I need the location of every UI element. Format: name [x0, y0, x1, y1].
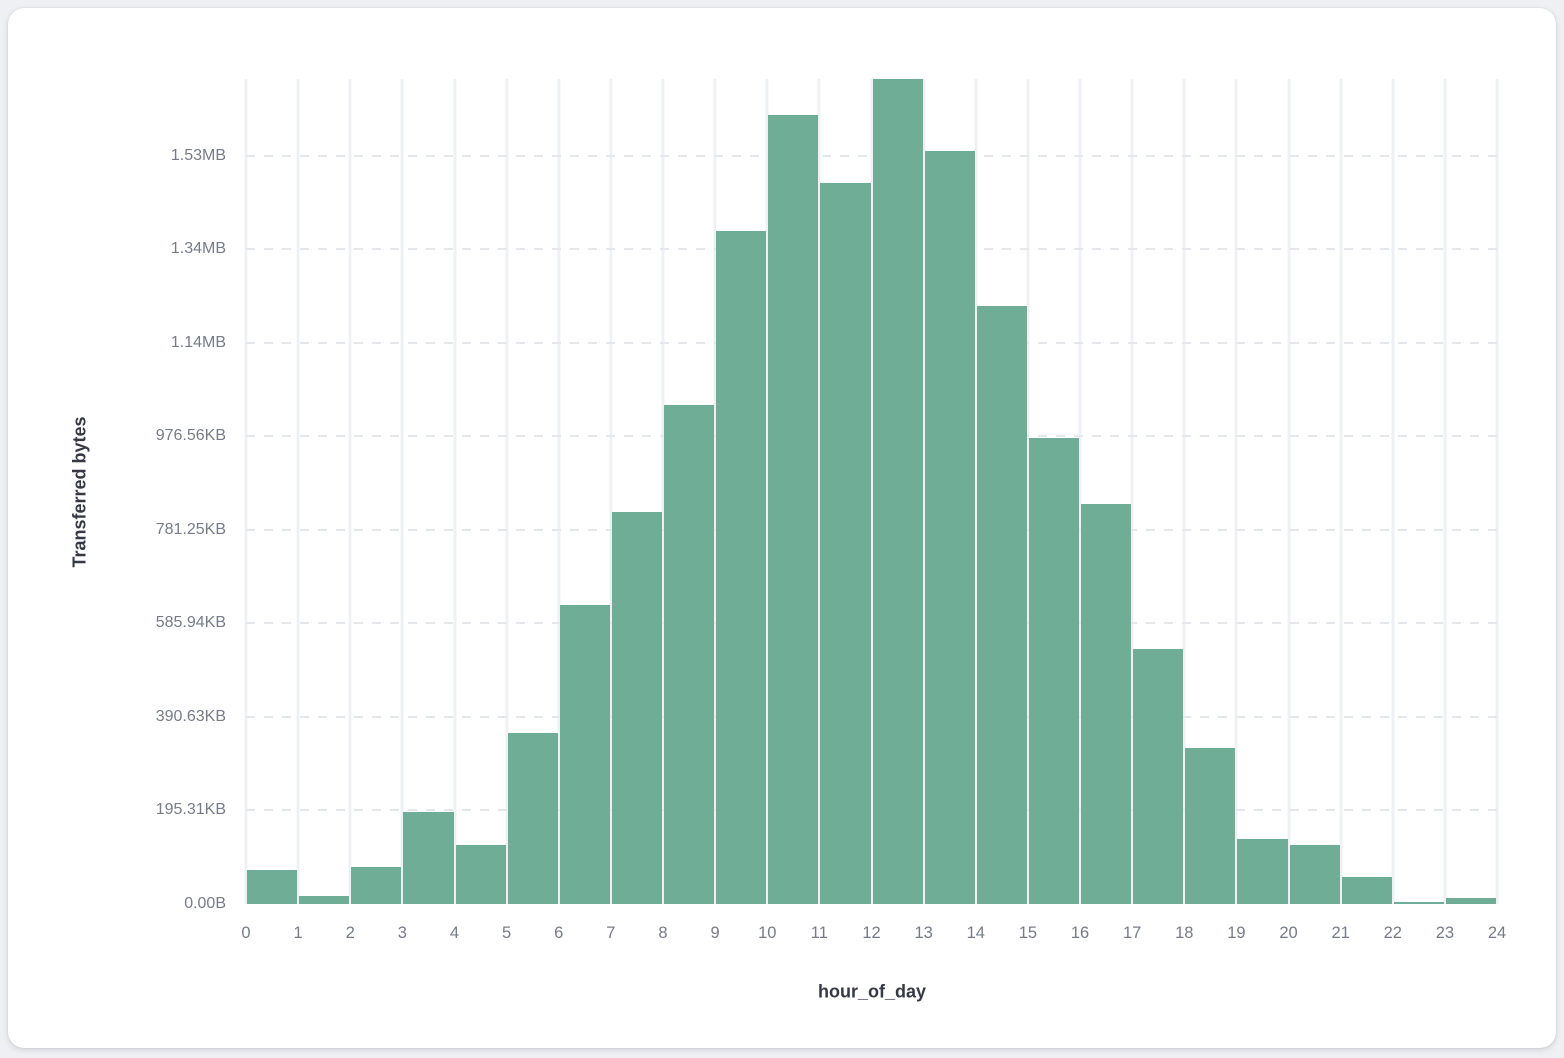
- vertical-gridline: [348, 79, 352, 904]
- horizontal-gridline: [246, 341, 1497, 344]
- vertical-gridline: [400, 79, 404, 904]
- chart-card: Transferred bytes 0.00B 195.31KB 390.63KB 5…: [8, 8, 1556, 1048]
- vertical-gridline: [244, 79, 248, 904]
- horizontal-gridline: [246, 622, 1497, 625]
- horizontal-gridline: [246, 248, 1497, 251]
- x-tick-label: 16: [1070, 924, 1090, 942]
- bar-hour-12[interactable]: [872, 79, 924, 904]
- horizontal-gridline: [246, 528, 1497, 531]
- x-axis-tick-labels: 0 1 2 3 4 5 6 7 8 9 10 11 12 13 14 15 16 17 18 19 20 21 22 23 24: [241, 917, 1506, 949]
- x-tick-label: 13: [914, 924, 933, 942]
- vertical-gridline: [974, 79, 978, 904]
- y-tick-label: 1.14MB: [170, 333, 226, 351]
- bar-hour-20[interactable]: [1289, 845, 1341, 904]
- vertical-gridline: [765, 79, 769, 904]
- x-tick-label: 11: [810, 924, 828, 942]
- bar-hour-10[interactable]: [767, 115, 819, 904]
- vertical-gridline: [1495, 79, 1499, 904]
- vertical-gridline: [296, 79, 300, 904]
- bar-hour-13[interactable]: [924, 150, 976, 904]
- x-tick-label: 1: [293, 924, 303, 942]
- bar-hour-11[interactable]: [819, 183, 871, 904]
- x-tick-label: 21: [1331, 924, 1350, 942]
- horizontal-gridline: [246, 809, 1497, 812]
- x-tick-label: 20: [1279, 924, 1298, 942]
- x-tick-label: 17: [1122, 924, 1142, 942]
- vertical-gridline: [817, 79, 821, 904]
- bar-hour-0[interactable]: [246, 870, 298, 904]
- y-tick-label: 195.31KB: [155, 801, 226, 819]
- y-tick-label: 390.63KB: [155, 707, 226, 725]
- x-axis-title: hour_of_day: [817, 981, 927, 1002]
- vertical-gridline: [557, 79, 561, 904]
- vertical-gridline: [1234, 79, 1238, 904]
- vertical-gridline: [922, 79, 926, 904]
- vertical-gridline: [661, 79, 665, 904]
- vertical-gridline: [713, 79, 717, 904]
- bar-hour-14[interactable]: [976, 306, 1028, 904]
- vertical-gridline: [870, 79, 873, 904]
- horizontal-gridline: [246, 715, 1497, 718]
- x-tick-label: 12: [862, 924, 881, 942]
- x-tick-label: 15: [1018, 924, 1038, 942]
- y-axis-tick-labels: 0.00B 195.31KB 390.63KB 585.94KB 781.25KB 976…: [8, 79, 226, 911]
- x-tick-label: 5: [502, 924, 512, 942]
- bar-hour-17[interactable]: [1132, 649, 1184, 904]
- y-tick-label: 1.34MB: [170, 240, 226, 258]
- x-tick-label: 10: [758, 924, 777, 942]
- bar-hour-5[interactable]: [507, 733, 559, 904]
- y-tick-label: 781.25KB: [155, 520, 226, 538]
- bar-hour-18[interactable]: [1184, 748, 1236, 904]
- bar-hour-8[interactable]: [663, 404, 715, 904]
- vertical-gridline: [609, 79, 613, 904]
- y-tick-label: 0.00B: [184, 895, 226, 912]
- bar-hour-22[interactable]: [1393, 902, 1445, 904]
- horizontal-gridline: [246, 435, 1497, 438]
- x-tick-label: 2: [345, 924, 355, 942]
- x-tick-label: 4: [449, 924, 460, 942]
- bar-hour-2[interactable]: [350, 867, 402, 904]
- x-tick-label: 14: [966, 924, 985, 942]
- y-tick-label: 976.56KB: [155, 427, 226, 445]
- bar-hour-15[interactable]: [1028, 438, 1080, 904]
- x-tick-label: 9: [710, 924, 720, 942]
- vertical-gridline: [1391, 79, 1395, 904]
- bar-hour-3[interactable]: [402, 811, 454, 904]
- x-tick-label: 6: [554, 924, 564, 942]
- vertical-gridline: [1130, 79, 1134, 904]
- x-tick-label: 8: [658, 924, 668, 942]
- x-tick-label: 0: [241, 924, 251, 942]
- vertical-gridline: [453, 79, 456, 904]
- vertical-gridline: [1339, 79, 1343, 904]
- vertical-gridline: [1078, 79, 1082, 904]
- bar-hour-4[interactable]: [455, 845, 507, 904]
- x-tick-label: 22: [1383, 924, 1402, 942]
- x-tick-label: 3: [397, 924, 407, 942]
- vertical-gridline: [1443, 79, 1447, 904]
- bar-hour-1[interactable]: [298, 896, 350, 904]
- bar-hour-9[interactable]: [715, 230, 767, 904]
- plot-area: [244, 79, 1499, 904]
- bar-hour-6[interactable]: [559, 605, 611, 904]
- y-tick-label: 585.94KB: [155, 614, 226, 632]
- histogram-chart: Transferred bytes 0.00B 195.31KB 390.63KB 5…: [8, 8, 1556, 1048]
- vertical-gridline: [1287, 79, 1290, 904]
- vertical-gridline: [1182, 79, 1186, 904]
- y-tick-label: 1.53MB: [170, 146, 226, 164]
- vertical-gridline: [505, 79, 509, 904]
- bar-hour-19[interactable]: [1236, 839, 1288, 904]
- x-tick-label: 18: [1175, 924, 1194, 942]
- bar-hour-16[interactable]: [1080, 504, 1132, 904]
- x-tick-label: 7: [606, 924, 616, 942]
- bar-hour-7[interactable]: [611, 512, 663, 904]
- bar-hour-21[interactable]: [1341, 876, 1393, 904]
- horizontal-gridline: [246, 154, 1497, 157]
- x-tick-label: 19: [1227, 924, 1246, 942]
- bar-hour-23[interactable]: [1445, 897, 1497, 904]
- x-tick-label: 24: [1487, 924, 1507, 942]
- vertical-gridline: [1026, 79, 1030, 904]
- x-tick-label: 23: [1435, 924, 1455, 942]
